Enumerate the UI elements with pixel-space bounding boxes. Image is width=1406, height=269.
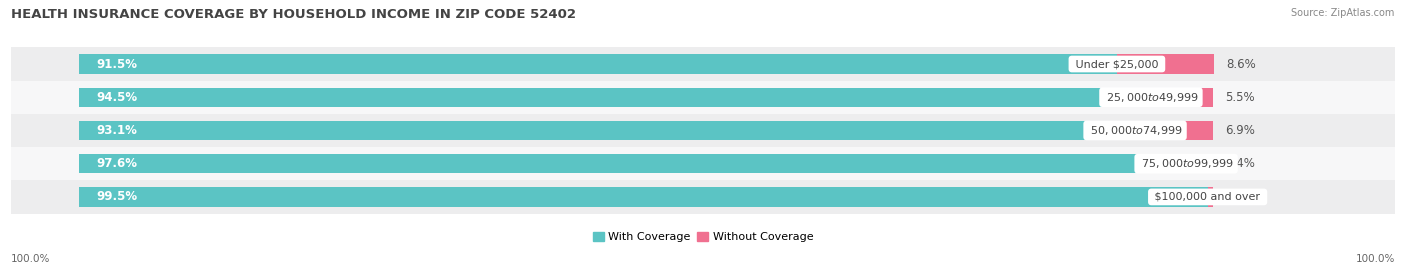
- Bar: [79, 88, 1152, 107]
- Text: 5.5%: 5.5%: [1225, 91, 1254, 104]
- Bar: [1208, 187, 1213, 207]
- Text: $25,000 to $49,999: $25,000 to $49,999: [1102, 91, 1199, 104]
- Text: Source: ZipAtlas.com: Source: ZipAtlas.com: [1291, 8, 1395, 18]
- Bar: [1152, 88, 1213, 107]
- Text: 2.4%: 2.4%: [1225, 157, 1254, 170]
- Bar: [11, 81, 1395, 114]
- Bar: [79, 187, 1208, 207]
- Text: $75,000 to $99,999: $75,000 to $99,999: [1137, 157, 1234, 170]
- Text: 8.6%: 8.6%: [1226, 58, 1256, 70]
- Bar: [79, 121, 1135, 140]
- Text: 100.0%: 100.0%: [1355, 254, 1395, 264]
- Legend: With Coverage, Without Coverage: With Coverage, Without Coverage: [588, 228, 818, 247]
- Bar: [11, 147, 1395, 180]
- Text: 6.9%: 6.9%: [1225, 124, 1254, 137]
- Bar: [11, 180, 1395, 214]
- Bar: [11, 47, 1395, 81]
- Text: Under $25,000: Under $25,000: [1071, 59, 1161, 69]
- Text: 97.6%: 97.6%: [96, 157, 138, 170]
- Bar: [79, 154, 1187, 173]
- Bar: [1187, 154, 1213, 173]
- Bar: [1135, 121, 1213, 140]
- Text: 94.5%: 94.5%: [96, 91, 138, 104]
- Text: $50,000 to $74,999: $50,000 to $74,999: [1087, 124, 1184, 137]
- Text: 99.5%: 99.5%: [96, 190, 138, 203]
- Text: 93.1%: 93.1%: [96, 124, 138, 137]
- Bar: [11, 114, 1395, 147]
- Text: HEALTH INSURANCE COVERAGE BY HOUSEHOLD INCOME IN ZIP CODE 52402: HEALTH INSURANCE COVERAGE BY HOUSEHOLD I…: [11, 8, 576, 21]
- Bar: [79, 54, 1116, 74]
- Bar: [1116, 54, 1215, 74]
- Text: 100.0%: 100.0%: [11, 254, 51, 264]
- Text: 0.51%: 0.51%: [1225, 190, 1263, 203]
- Text: 91.5%: 91.5%: [96, 58, 138, 70]
- Text: $100,000 and over: $100,000 and over: [1152, 192, 1264, 202]
